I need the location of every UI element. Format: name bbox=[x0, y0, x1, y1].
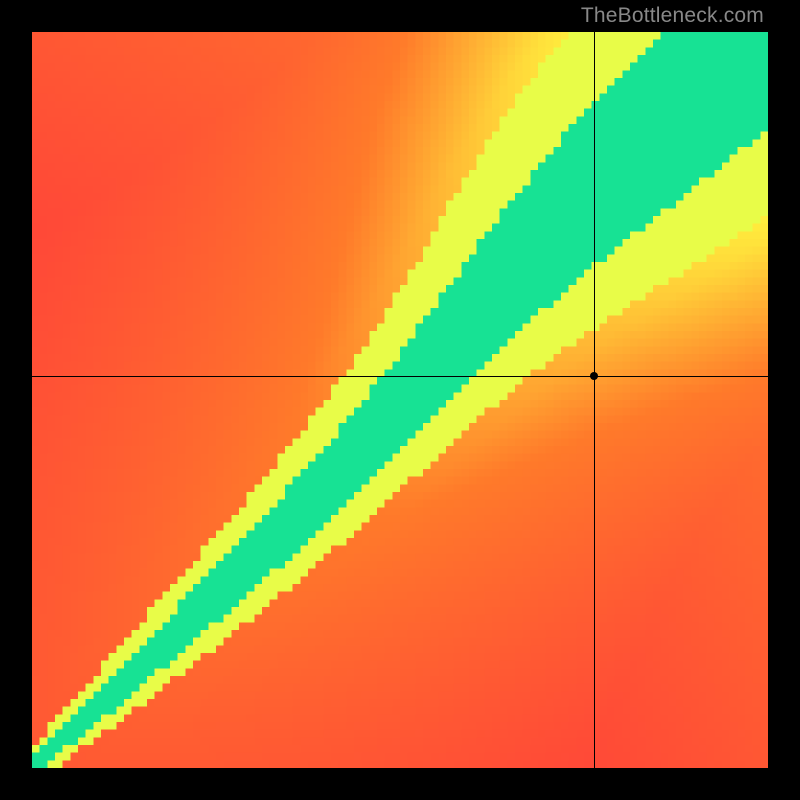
border-bottom bbox=[0, 768, 800, 800]
border-right bbox=[768, 0, 800, 800]
bottleneck-heatmap bbox=[32, 32, 768, 768]
watermark-text: TheBottleneck.com bbox=[581, 4, 764, 28]
crosshair-vertical bbox=[594, 32, 595, 768]
crosshair-horizontal bbox=[32, 376, 768, 377]
crosshair-marker bbox=[590, 372, 598, 380]
border-left bbox=[0, 0, 32, 800]
chart-container: TheBottleneck.com bbox=[0, 0, 800, 800]
